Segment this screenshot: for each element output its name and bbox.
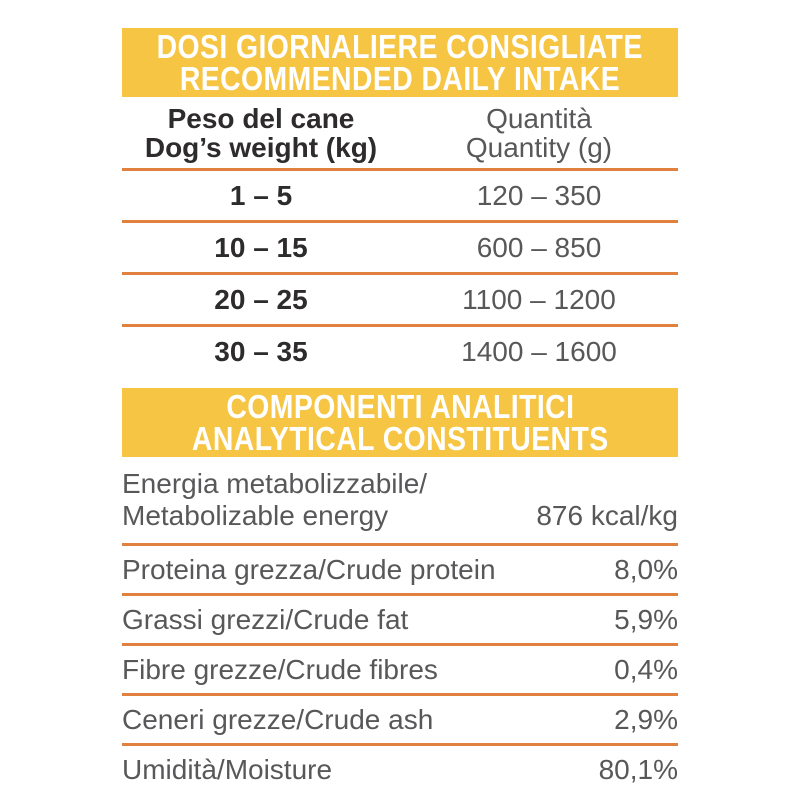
- daily-intake-banner: DOSI GIORNALIERE CONSIGLIATE RECOMMENDED…: [122, 28, 678, 97]
- nutrient-label: Proteina grezza/Crude protein: [122, 553, 496, 585]
- weight-header-english: Dog’s weight (kg): [144, 131, 378, 163]
- feeding-table-header-row: Peso del cane Dog’s weight (kg) Quantità…: [122, 97, 678, 168]
- energy-value: 876 kcal/kg: [536, 500, 678, 531]
- metabolizable-energy-row: Energia metabolizzabile/ Metabolizable e…: [122, 457, 678, 543]
- label-content: DOSI GIORNALIERE CONSIGLIATE RECOMMENDED…: [122, 28, 678, 793]
- quantity-value: 600 – 850: [476, 231, 602, 263]
- quantity-header-italian: Quantità: [486, 102, 592, 134]
- daily-intake-title-italian: DOSI GIORNALIERE CONSIGLIATE: [156, 27, 644, 65]
- dog-weight-value: 30 – 35: [214, 335, 308, 367]
- nutrient-row: Umidità/Moisture 80,1%: [122, 743, 678, 793]
- nutrient-value: 5,9%: [614, 603, 678, 635]
- nutrient-value: 8,0%: [614, 553, 678, 585]
- nutrient-row: Fibre grezze/Crude fibres 0,4%: [122, 643, 678, 693]
- quantity-value: 120 – 350: [476, 179, 602, 211]
- quantity-column-header: Quantità Quantity (g): [400, 104, 678, 162]
- quantity-header-english: Quantity (g): [465, 131, 613, 163]
- daily-intake-title-english: RECOMMENDED DAILY INTAKE: [179, 59, 621, 97]
- quantity-value: 1400 – 1600: [461, 335, 617, 367]
- nutrient-value: 2,9%: [614, 703, 678, 735]
- nutrient-row: Proteina grezza/Crude protein 8,0%: [122, 543, 678, 593]
- energy-label-english: Metabolizable energy: [122, 500, 389, 531]
- weight-header-italian: Peso del cane: [167, 102, 355, 134]
- dog-weight-value: 20 – 25: [214, 283, 308, 315]
- quantity-value: 1100 – 1200: [462, 283, 616, 315]
- analytical-section: COMPONENTI ANALITICI ANALYTICAL CONSTITU…: [122, 388, 678, 793]
- nutrient-value: 0,4%: [614, 653, 678, 685]
- nutrient-value: 80,1%: [598, 753, 678, 785]
- feeding-table-section: DOSI GIORNALIERE CONSIGLIATE RECOMMENDED…: [122, 28, 678, 376]
- dog-weight-value: 10 – 15: [214, 231, 308, 263]
- energy-label-english-row: Metabolizable energy 876 kcal/kg: [122, 500, 678, 532]
- analytical-banner: COMPONENTI ANALITICI ANALYTICAL CONSTITU…: [122, 388, 678, 457]
- feeding-table-row: 10 – 15 600 – 850: [122, 220, 678, 272]
- feeding-table-row: 30 – 35 1400 – 1600: [122, 324, 678, 376]
- analytical-title-english: ANALYTICAL CONSTITUENTS: [191, 419, 609, 457]
- nutrient-row: Grassi grezzi/Crude fat 5,9%: [122, 593, 678, 643]
- nutrient-label: Umidità/Moisture: [122, 753, 333, 785]
- nutrient-label: Grassi grezzi/Crude fat: [122, 603, 409, 635]
- analytical-title-italian: COMPONENTI ANALITICI: [225, 387, 575, 425]
- dog-weight-value: 1 – 5: [229, 179, 293, 211]
- nutrient-label: Ceneri grezze/Crude ash: [122, 703, 434, 735]
- nutrient-label: Fibre grezze/Crude fibres: [122, 653, 438, 685]
- energy-label-italian: Energia metabolizzabile/: [122, 468, 428, 499]
- weight-column-header: Peso del cane Dog’s weight (kg): [122, 104, 400, 162]
- feeding-table-row: 1 – 5 120 – 350: [122, 168, 678, 220]
- feeding-table-row: 20 – 25 1100 – 1200: [122, 272, 678, 324]
- nutrient-row: Ceneri grezze/Crude ash 2,9%: [122, 693, 678, 743]
